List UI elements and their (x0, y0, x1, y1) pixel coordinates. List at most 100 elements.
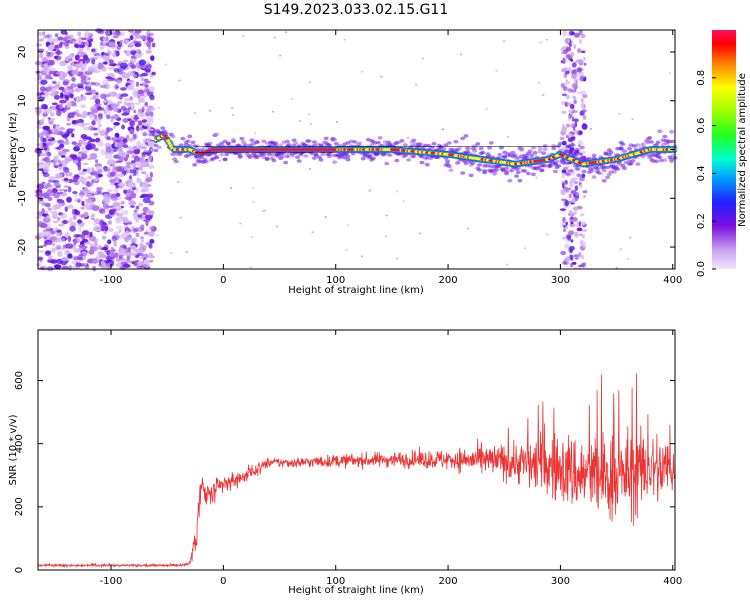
noise-blob (105, 127, 110, 134)
noise-blob (126, 181, 134, 188)
noise-blob (115, 51, 120, 57)
noise-blob (52, 204, 59, 211)
noise-blob (45, 250, 51, 255)
noise-blob (560, 250, 567, 256)
noise-blob (118, 156, 124, 163)
noise-blob (96, 187, 102, 194)
carrier-halo (621, 166, 627, 170)
noise-blob (68, 217, 73, 224)
noise-blob (44, 184, 52, 188)
carrier-halo (569, 143, 575, 147)
noise-blob (41, 202, 46, 206)
noise-blob (59, 99, 67, 104)
noise-dot (194, 111, 197, 114)
noise-blob (139, 195, 146, 198)
noise-blob (122, 59, 129, 63)
noise-blob (46, 189, 53, 195)
noise-blob (573, 77, 577, 84)
noise-blob (47, 207, 53, 211)
noise-blob (148, 231, 155, 237)
carrier-halo (525, 171, 531, 176)
noise-blob (133, 155, 140, 162)
noise-blob (82, 230, 90, 236)
snr-frame (37, 329, 676, 571)
noise-blob (564, 256, 571, 262)
noise-blob (59, 172, 63, 179)
noise-blob (80, 66, 85, 72)
noise-blob (102, 61, 108, 65)
y-tick-label: 400 (14, 434, 25, 453)
noise-blob (42, 125, 50, 131)
noise-blob (564, 199, 569, 207)
colorbar-gradient (712, 30, 736, 269)
noise-blob (62, 81, 69, 86)
noise-blob (80, 233, 85, 240)
noise-blob (38, 192, 44, 197)
noise-blob (570, 31, 575, 36)
noise-blob (148, 132, 155, 137)
noise-dot (361, 255, 363, 258)
carrier-halo (576, 173, 582, 178)
carrier-halo (311, 156, 317, 160)
noise-blob (67, 235, 72, 243)
noise-dot (618, 113, 621, 115)
carrier-halo (557, 141, 563, 146)
noise-blob (581, 255, 584, 260)
carrier-halo (357, 141, 363, 145)
carrier-halo (569, 148, 575, 152)
noise-blob (140, 252, 146, 258)
noise-dot (250, 236, 253, 238)
noise-blob (109, 171, 116, 177)
noise-blob (123, 189, 128, 194)
noise-blob (568, 115, 571, 121)
noise-blob (78, 171, 87, 176)
noise-blob (111, 203, 117, 208)
noise-blob (102, 246, 109, 251)
noise-blob (571, 62, 577, 68)
noise-blob (113, 154, 121, 159)
noise-blob (110, 197, 119, 201)
noise-blob (120, 248, 127, 252)
noise-blob (64, 171, 73, 177)
noise-blob (48, 210, 55, 213)
noise-blob (78, 47, 85, 52)
noise-blob (121, 209, 129, 215)
noise-blob (88, 113, 95, 118)
noise-blob (91, 236, 96, 242)
carrier-halo (418, 142, 423, 146)
carrier-halo (566, 172, 572, 177)
noise-blob (107, 67, 115, 70)
carrier-halo (446, 164, 452, 168)
noise-blob (107, 72, 116, 78)
noise-blob (112, 114, 120, 120)
noise-blob (569, 254, 574, 261)
noise-blob (57, 223, 65, 227)
noise-blob (126, 150, 135, 155)
noise-blob (137, 214, 143, 218)
noise-blob (43, 236, 48, 239)
carrier-halo (284, 154, 290, 159)
noise-blob (40, 94, 45, 98)
noise-blob (120, 87, 127, 91)
noise-blob (129, 120, 136, 127)
noise-dot (396, 190, 399, 193)
noise-blob (102, 212, 106, 216)
noise-blob (147, 210, 155, 216)
noise-dot (442, 128, 444, 131)
noise-blob (573, 118, 579, 122)
noise-blob (92, 222, 98, 226)
carrier-halo (561, 161, 567, 165)
noise-blob (51, 102, 58, 106)
noise-blob (570, 58, 574, 62)
noise-blob (130, 58, 137, 64)
noise-blob (126, 164, 131, 169)
carrier-halo (214, 132, 220, 136)
noise-dot (254, 132, 257, 134)
noise-blob (72, 160, 79, 164)
noise-blob (87, 176, 93, 179)
noise-blob (51, 247, 56, 254)
noise-blob (58, 203, 63, 207)
noise-blob (147, 164, 155, 169)
noise-blob (95, 28, 103, 33)
noise-blob (130, 245, 137, 251)
